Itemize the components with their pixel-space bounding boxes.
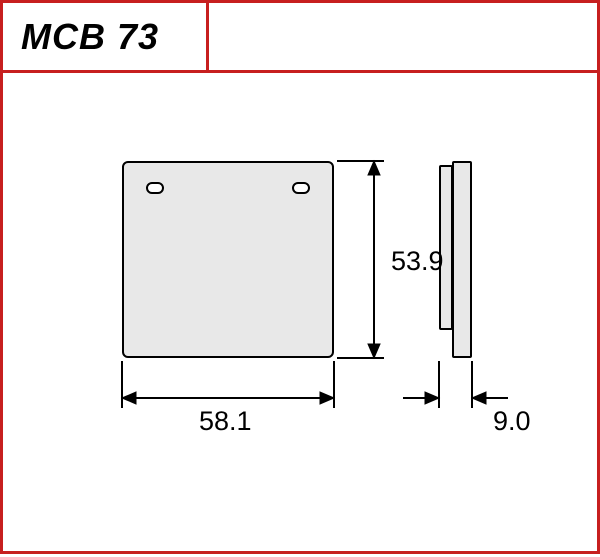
brake-pad-front-view — [122, 161, 334, 358]
product-title: MCB 73 — [21, 16, 159, 58]
title-box: MCB 73 — [3, 3, 209, 70]
drawing-body: 58.1 53.9 9.0 — [3, 76, 597, 557]
brake-pad-side-friction — [452, 161, 472, 358]
dimension-thickness-label: 9.0 — [493, 406, 531, 437]
mounting-hole-right — [292, 182, 310, 194]
dimension-width-label: 58.1 — [199, 406, 252, 437]
header: MCB 73 — [3, 3, 597, 73]
mounting-hole-left — [146, 182, 164, 194]
dimension-height-label: 53.9 — [391, 246, 444, 277]
drawing-frame: MCB 73 58.1 — [0, 0, 600, 554]
